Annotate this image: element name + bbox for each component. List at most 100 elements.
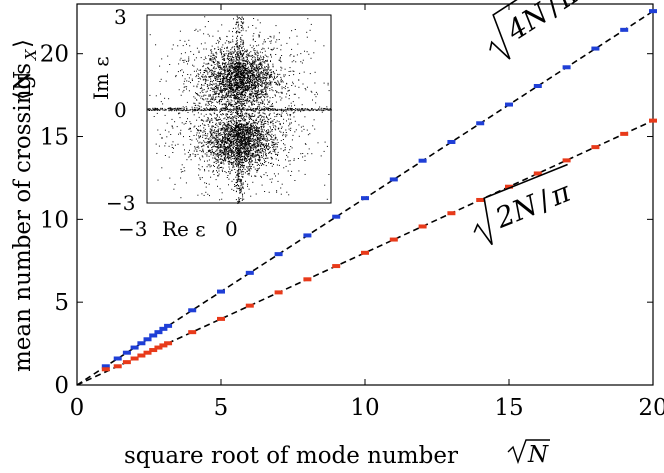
inset-point [211, 132, 213, 134]
inset-point [259, 137, 261, 139]
inset-point [240, 76, 242, 78]
inset-point [208, 138, 210, 140]
inset-point [178, 63, 180, 65]
inset-point [245, 160, 246, 162]
inset-point [234, 76, 236, 78]
inset-point [271, 104, 273, 106]
inset-point [289, 163, 291, 165]
inset-point [215, 67, 217, 69]
inset-point [240, 91, 242, 93]
inset-point [208, 95, 210, 97]
inset-point [314, 71, 316, 73]
inset-point [207, 102, 209, 104]
inset-point [240, 74, 241, 76]
inset-point [258, 94, 260, 95]
inset-point [224, 60, 226, 61]
inset-point [247, 185, 248, 187]
inset-point [235, 76, 237, 78]
data-point-blue [143, 337, 152, 342]
inset-point [244, 48, 245, 50]
inset-point [224, 98, 226, 100]
inset-point [199, 29, 201, 31]
inset-point [255, 154, 257, 155]
data-point-red [130, 356, 139, 361]
inset-point [172, 44, 174, 46]
inset-point [221, 46, 223, 48]
inset-point [205, 103, 207, 105]
inset-point [231, 83, 233, 85]
inset-point [195, 57, 197, 59]
inset-point [212, 91, 214, 93]
inset-point [238, 62, 240, 64]
inset-point [215, 55, 217, 57]
inset-point [246, 86, 248, 88]
inset-point [226, 40, 228, 42]
inset-point [237, 98, 238, 100]
inset-point [264, 151, 266, 153]
inset-point [230, 128, 232, 130]
inset-point [258, 34, 260, 36]
inset-point [268, 114, 270, 116]
data-point-blue [620, 27, 629, 32]
inset-point [252, 25, 254, 26]
inset-point [260, 93, 262, 95]
inset-point [240, 152, 242, 154]
inset-point [242, 140, 244, 142]
inset-point [221, 94, 223, 96]
inset-point [168, 145, 170, 147]
inset-point [234, 87, 236, 89]
inset-point [248, 66, 249, 68]
inset-point [270, 48, 272, 50]
inset-point [202, 148, 204, 150]
inset-point [228, 121, 229, 122]
inset-point [227, 146, 228, 148]
inset-point [216, 170, 217, 172]
inset-point [252, 144, 254, 146]
inset-point [208, 68, 210, 70]
inset-point [237, 70, 239, 72]
inset-point [227, 134, 229, 136]
inset-point [246, 149, 248, 151]
inset-point [248, 113, 250, 115]
inset-point [242, 137, 244, 139]
inset-point [220, 98, 221, 100]
inset-point [291, 48, 293, 50]
inset-point [269, 150, 271, 152]
inset-point [209, 130, 211, 132]
inset-point [230, 150, 232, 152]
inset-point [211, 84, 213, 85]
inset-point [255, 77, 256, 79]
inset-point [216, 63, 218, 65]
inset-point [213, 57, 215, 59]
inset-point [268, 146, 270, 148]
inset-point [266, 69, 268, 71]
inset-point [220, 167, 222, 168]
inset-point [170, 134, 172, 135]
inset-point [284, 134, 286, 136]
inset-point [306, 129, 308, 131]
inset-point [267, 85, 269, 87]
inset-point [157, 129, 159, 131]
inset-point [235, 153, 237, 154]
inset-point [201, 193, 203, 195]
inset-point [273, 142, 275, 144]
inset-point [189, 154, 191, 156]
inset-point [251, 70, 253, 72]
inset-point [256, 55, 258, 57]
inset-point [229, 118, 231, 119]
inset-point [238, 152, 240, 153]
inset-point [254, 129, 256, 131]
inset-point [219, 140, 221, 142]
inset-point [219, 78, 221, 80]
inset-point [256, 67, 258, 69]
inset-point [231, 143, 233, 145]
inset-point [260, 137, 262, 139]
inset-point [258, 77, 260, 78]
inset-point [242, 104, 244, 106]
inset-point [156, 152, 158, 154]
inset-point [254, 75, 256, 76]
inset-point [223, 141, 225, 143]
inset-point [275, 101, 277, 103]
inset-point [310, 23, 312, 25]
inset-point [240, 79, 242, 81]
